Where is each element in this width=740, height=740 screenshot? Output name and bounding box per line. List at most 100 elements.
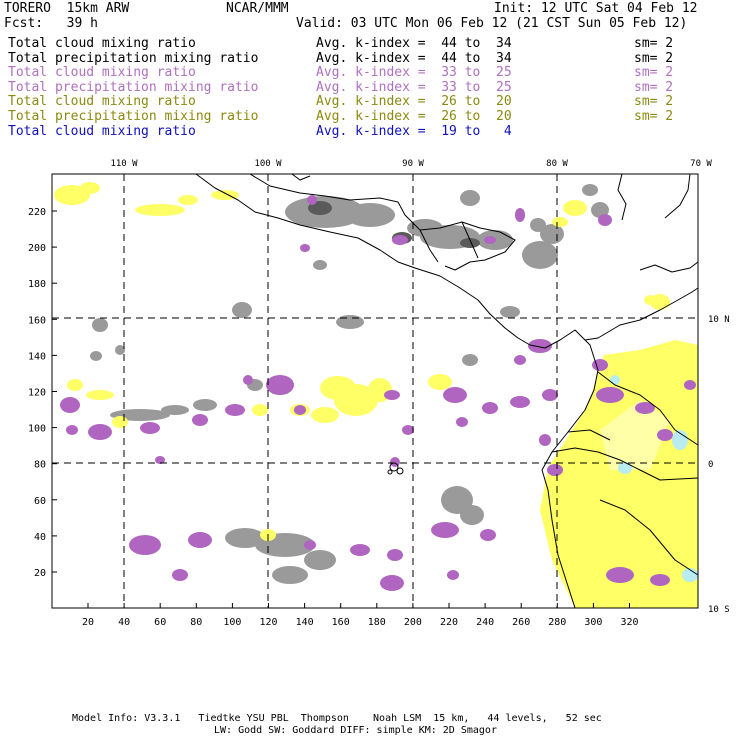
purple-precip-area-10 xyxy=(456,417,468,427)
gray-cloud-area-15 xyxy=(225,528,265,548)
legend-sm-3: sm= 2 xyxy=(634,79,674,95)
coastline-0 xyxy=(195,173,599,609)
purple-precip-area-38 xyxy=(300,244,310,252)
border-5 xyxy=(461,221,479,259)
x-tick-label-1: 40 xyxy=(118,617,130,628)
x-tick-label-6: 140 xyxy=(296,617,314,628)
purple-precip-area-34 xyxy=(515,208,525,222)
purple-precip-area-24 xyxy=(304,540,316,550)
y-tick-label-0: 20 xyxy=(34,568,46,579)
purple-precip-area-26 xyxy=(387,549,403,561)
legend-field-0: Total cloud mixing ratio xyxy=(8,36,196,51)
gray-cloud-area-9 xyxy=(232,302,252,318)
x-tick-label-3: 80 xyxy=(190,617,202,628)
model-title: TORERO 15km ARW xyxy=(4,1,130,16)
purple-precip-area-40 xyxy=(66,425,78,435)
gray-cloud-area-5 xyxy=(522,241,558,269)
yellow-precip-area-6 xyxy=(552,217,568,227)
purple-precip-area-1 xyxy=(88,424,112,440)
gray-cloud-area-12 xyxy=(462,354,478,366)
legend-field-1: Total precipitation mixing ratio xyxy=(8,50,259,66)
purple-precip-area-4 xyxy=(225,404,245,416)
x-tick-label-0: 20 xyxy=(82,617,94,628)
y-tick-label-2: 60 xyxy=(34,496,46,507)
purple-precip-area-43 xyxy=(684,380,696,390)
purple-precip-area-35 xyxy=(392,235,408,245)
purple-precip-area-30 xyxy=(447,570,459,580)
purple-precip-area-29 xyxy=(480,529,496,541)
purple-precip-area-20 xyxy=(155,456,165,464)
gray-cloud-area-11 xyxy=(500,306,520,318)
model-info-line-2: LW: Godd SW: Goddard DIFF: simple KM: 2D… xyxy=(214,725,497,736)
purple-precip-area-42 xyxy=(635,402,655,414)
legend-sm-1: sm= 2 xyxy=(634,50,674,66)
yellow-precip-area-19 xyxy=(644,295,656,305)
y-tick-label-8: 180 xyxy=(28,279,46,290)
legend-field-6: Total cloud mixing ratio xyxy=(8,123,196,139)
purple-precip-area-9 xyxy=(510,396,530,408)
purple-precip-area-5 xyxy=(266,375,294,395)
gray-cloud-area-7 xyxy=(582,184,598,196)
purple-precip-area-44 xyxy=(390,457,400,467)
legend-sm-4: sm= 2 xyxy=(634,94,674,110)
dark-cloud-area-2 xyxy=(460,238,480,248)
lat-label-0: 10 N xyxy=(708,315,730,325)
forecast-map: 20 40 60 80 100 120 140 160 180 200 220 240 260 280 30… xyxy=(28,159,730,628)
border-0 xyxy=(597,371,699,446)
yellow-precip-area-13 xyxy=(252,404,268,416)
coastline-5 xyxy=(617,173,627,221)
gray-cloud-area-22 xyxy=(161,405,189,415)
gray-cloud-area-28 xyxy=(313,260,327,270)
gray-cloud-area-17 xyxy=(304,550,336,570)
legend-field-5: Total precipitation mixing ratio xyxy=(8,109,259,124)
lon-label-2: 90 W xyxy=(402,159,424,169)
purple-precip-area-18 xyxy=(539,434,551,446)
y-tick-label-10: 220 xyxy=(28,207,46,218)
y-tick-label-7: 160 xyxy=(28,315,46,326)
lon-label-4: 70 W xyxy=(690,159,712,169)
island-2 xyxy=(387,469,393,475)
x-tick-label-15: 320 xyxy=(620,617,638,628)
legend-sm-2: sm= 2 xyxy=(634,65,674,81)
x-tick-label-11: 240 xyxy=(476,617,494,628)
x-tick-label-2: 60 xyxy=(154,617,166,628)
gray-cloud-area-8 xyxy=(591,202,609,218)
purple-precip-area-8 xyxy=(482,402,498,414)
x-tick-label-9: 200 xyxy=(404,617,422,628)
x-tick-label-13: 280 xyxy=(548,617,566,628)
purple-precip-area-16 xyxy=(596,387,624,403)
purple-precip-area-41 xyxy=(657,429,673,441)
y-tick-label-9: 200 xyxy=(28,243,46,254)
yellow-precip-area-15 xyxy=(67,379,83,391)
coastline-6 xyxy=(639,261,699,273)
purple-precip-area-11 xyxy=(402,425,414,435)
lon-label-3: 80 W xyxy=(546,159,568,169)
purple-precip-area-13 xyxy=(528,339,552,353)
yellow-precip-area-4 xyxy=(211,190,239,200)
purple-precip-area-36 xyxy=(484,236,496,244)
x-tick-label-14: 300 xyxy=(584,617,602,628)
border-2 xyxy=(567,429,611,441)
legend-sm-5: sm= 2 xyxy=(634,109,674,124)
x-tick-label-4: 100 xyxy=(223,617,241,628)
gray-cloud-area-18 xyxy=(272,566,308,584)
purple-precip-area-31 xyxy=(606,567,634,583)
legend-idx-3: Avg. k-index = 33 to 25 xyxy=(316,79,512,95)
purple-precip-area-27 xyxy=(380,575,404,591)
coastline-4 xyxy=(664,173,691,219)
cyan-area-0 xyxy=(672,430,688,450)
purple-precip-area-21 xyxy=(129,535,161,555)
legend-idx-6: Avg. k-index = 19 to 4 xyxy=(316,123,512,139)
init-time: Init: 12 UTC Sat 04 Feb 12 xyxy=(494,1,698,16)
purple-precip-area-22 xyxy=(188,532,212,548)
purple-precip-area-32 xyxy=(650,574,670,586)
yellow-precip-area-16 xyxy=(112,416,128,428)
purple-precip-area-39 xyxy=(243,375,253,385)
lat-label-1: 0 xyxy=(708,460,713,470)
x-tick-label-5: 120 xyxy=(259,617,277,628)
gray-cloud-area-26 xyxy=(460,190,480,206)
purple-precip-area-15 xyxy=(592,359,608,371)
valid-time: Valid: 03 UTC Mon 06 Feb 12 (21 CST Sun … xyxy=(296,16,688,31)
cyan-area-3 xyxy=(610,375,620,385)
gray-cloud-area-6 xyxy=(540,224,564,244)
